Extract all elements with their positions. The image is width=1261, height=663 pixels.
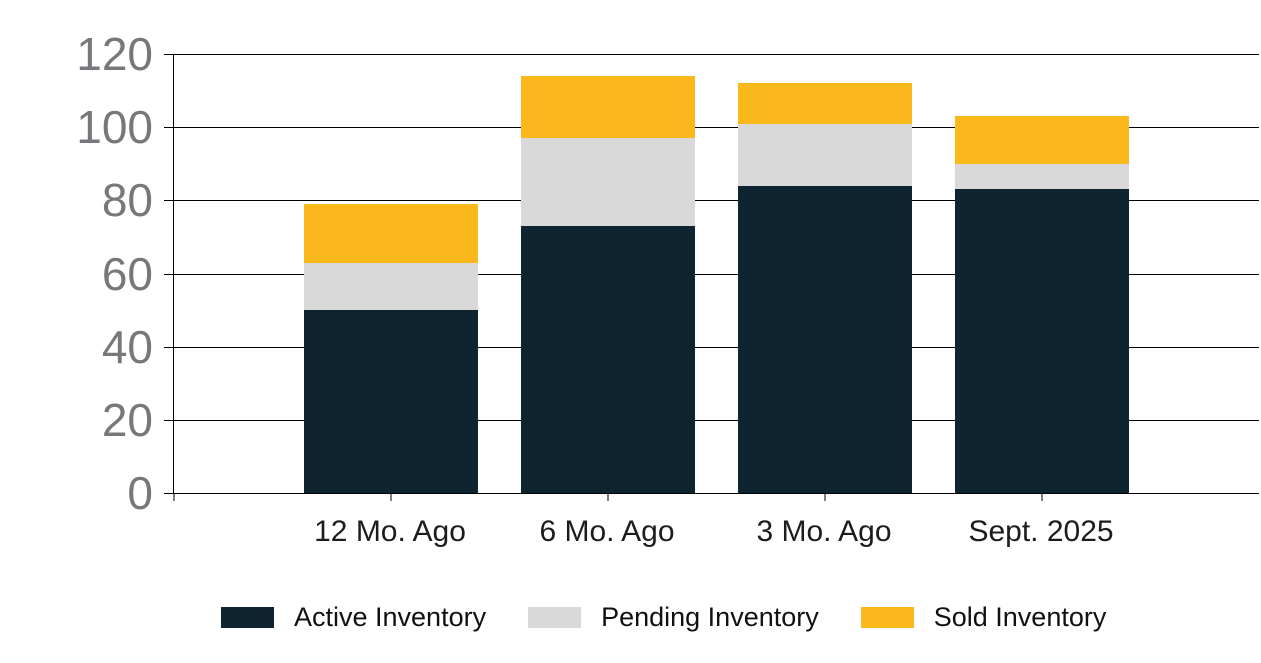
x-axis-category-label: Sept. 2025: [968, 515, 1114, 548]
plot-area: [164, 54, 1259, 501]
x-axis-category-label: 6 Mo. Ago: [539, 515, 675, 548]
legend-item-sold-inventory: Sold Inventory: [860, 601, 1107, 633]
bar-sept-2025: [955, 54, 1129, 493]
x-axis-tick: [1041, 493, 1043, 501]
legend-swatch: [860, 606, 914, 628]
legend-label: Pending Inventory: [601, 602, 819, 632]
y-axis-tick-label: 40: [101, 320, 153, 373]
gridline-y-120: [164, 54, 1259, 55]
legend-swatch: [221, 606, 274, 628]
bar-6-mo-ago: [521, 54, 695, 493]
x-axis-tick: [824, 493, 826, 501]
bar-segment-sold-inventory: [521, 75, 695, 139]
bar-segment-active-inventory: [304, 310, 478, 493]
y-axis-tick-label: 100: [76, 101, 153, 154]
x-axis-category-label: 12 Mo. Ago: [314, 515, 466, 548]
x-axis: 12 Mo. Ago 6 Mo. Ago 3 Mo. Ago Sept. 2025: [173, 513, 1258, 555]
gridline-y-80: [164, 200, 1259, 202]
bar-segment-active-inventory: [955, 189, 1129, 493]
bar-3-mo-ago: [738, 54, 912, 493]
legend-label: Active Inventory: [294, 602, 487, 632]
gridline-y-20: [164, 419, 1259, 421]
bar-segment-pending-inventory: [738, 123, 912, 186]
y-axis-tick-label: 120: [76, 28, 153, 80]
chart-legend: Active Inventory Pending Inventory Sold In…: [221, 601, 1106, 633]
legend-label: Sold Inventory: [933, 602, 1107, 632]
x-axis-tick: [607, 493, 609, 501]
y-axis: 0 20 40 60 80 100 120: [0, 0, 153, 663]
bar-segment-sold-inventory: [304, 204, 478, 263]
bar-segment-sold-inventory: [738, 83, 912, 124]
bar-segment-pending-inventory: [955, 163, 1129, 190]
x-axis-category-label: 3 Mo. Ago: [756, 515, 892, 548]
bar-segment-pending-inventory: [521, 138, 695, 226]
bar-segment-pending-inventory: [304, 262, 478, 311]
gridline-y-100: [164, 127, 1259, 129]
legend-item-pending-inventory: Pending Inventory: [528, 601, 819, 633]
y-axis-tick-label: 0: [127, 467, 153, 519]
gridline-y-0: [164, 493, 1259, 494]
gridline-y-40: [164, 346, 1259, 348]
y-axis-tick-label: 80: [101, 174, 153, 227]
x-axis-origin-tick: [173, 493, 175, 501]
gridline-y-60: [164, 273, 1259, 275]
bar-segment-active-inventory: [521, 225, 695, 493]
bar-segment-active-inventory: [738, 185, 912, 493]
legend-swatch: [528, 606, 582, 628]
bar-segment-sold-inventory: [955, 116, 1129, 164]
legend-item-active-inventory: Active Inventory: [221, 601, 486, 633]
y-axis-tick-label: 20: [101, 393, 153, 446]
x-axis-tick: [390, 493, 392, 501]
bar-12-mo-ago: [304, 54, 478, 493]
y-axis-tick-label: 60: [101, 247, 153, 300]
